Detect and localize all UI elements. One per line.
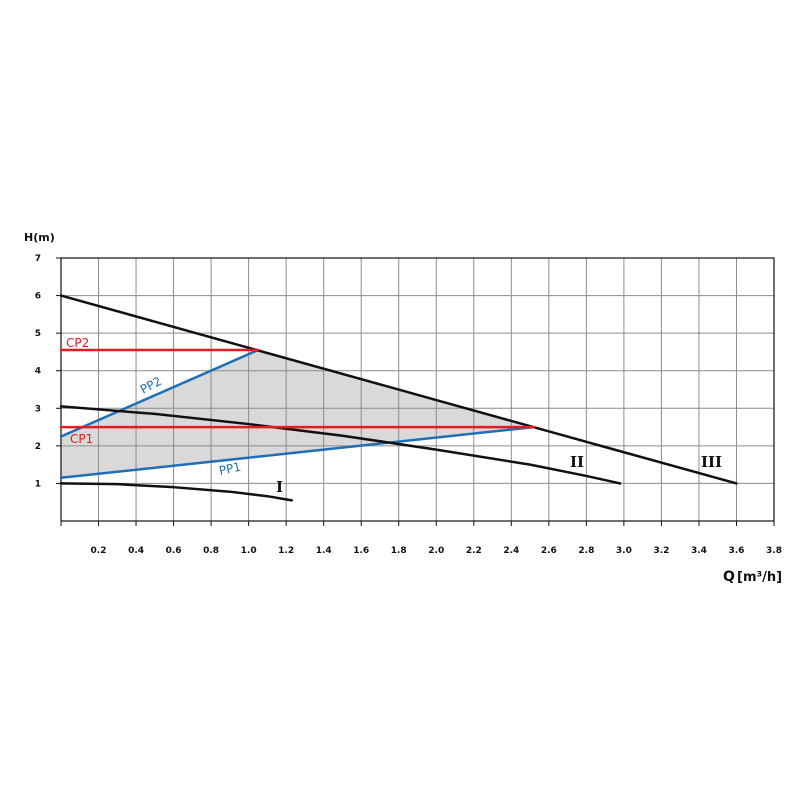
y-tick-label-7: 7	[35, 254, 41, 264]
x-tick-label-3-0: 3.0	[616, 546, 632, 556]
y-axis-label: H(m)	[24, 231, 55, 244]
series-layer	[59, 294, 738, 502]
series-line-i	[59, 482, 294, 502]
series-label-pp1: PP1	[218, 460, 243, 478]
series-label-i: I	[276, 478, 283, 496]
x-tick-label-1-6: 1.6	[353, 546, 369, 556]
x-tick-label-0-8: 0.8	[203, 546, 219, 556]
x-tick-label-1-8: 1.8	[391, 546, 407, 556]
plot-frame	[60, 257, 775, 522]
y-tick-label-5: 5	[35, 329, 41, 339]
series-label-cp2: CP2	[66, 336, 89, 350]
x-tick-label-2-4: 2.4	[503, 546, 519, 556]
control-region	[61, 350, 534, 478]
x-tick-label-0-4: 0.4	[128, 546, 144, 556]
x-tick-label-3-4: 3.4	[691, 546, 707, 556]
control-region-layer	[61, 350, 534, 478]
x-tick-label-0-6: 0.6	[166, 546, 182, 556]
x-tick-label-0-2: 0.2	[91, 546, 107, 556]
y-tick-label-3: 3	[35, 404, 41, 414]
x-axis-unit: [m³/h]	[737, 570, 782, 585]
x-tick-label-2-8: 2.8	[578, 546, 594, 556]
y-tick-label-1: 1	[35, 479, 41, 489]
x-tick-label-2-2: 2.2	[466, 546, 482, 556]
y-tick-label-6: 6	[35, 292, 41, 302]
series-label-ii: II	[570, 453, 584, 471]
y-tick-label-4: 4	[35, 367, 41, 377]
grid-layer	[56, 257, 775, 526]
x-tick-label-3-6: 3.6	[728, 546, 744, 556]
y-tick-label-2: 2	[35, 442, 41, 452]
series-label-iii: III	[701, 453, 722, 471]
x-tick-label-1-0: 1.0	[241, 546, 257, 556]
x-tick-label-1-2: 1.2	[278, 546, 294, 556]
series-label-cp1: CP1	[70, 432, 93, 446]
series-line-ii	[59, 405, 622, 485]
x-tick-label-2-6: 2.6	[541, 546, 557, 556]
series-line-iii	[59, 294, 738, 485]
x-tick-label-2-0: 2.0	[428, 546, 444, 556]
x-axis-label: Q	[723, 569, 735, 585]
series-line-pp2	[59, 348, 260, 438]
series-line-pp1	[59, 425, 536, 480]
x-tick-label-3-8: 3.8	[766, 546, 782, 556]
x-tick-label-1-4: 1.4	[316, 546, 332, 556]
label-layer: 0.2 0.4 0.6 0.8 1.0 1.2 1.4 1.6 1.8 2.0 2.2 2.4 2.6 2…	[35, 254, 782, 556]
x-tick-label-3-2: 3.2	[653, 546, 669, 556]
